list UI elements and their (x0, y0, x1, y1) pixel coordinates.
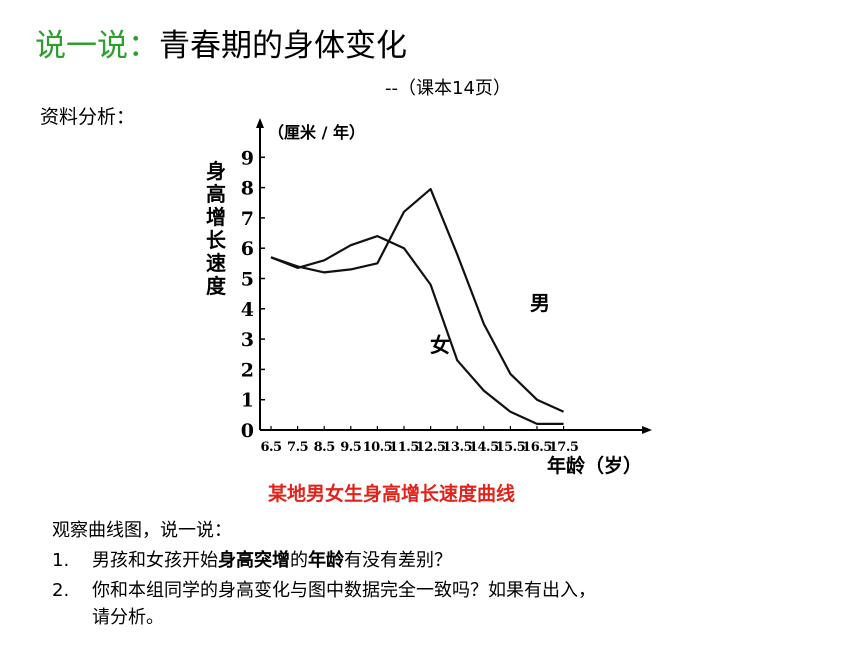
slide-title-main: 青春期的身体变化 (159, 28, 407, 64)
y-axis-label-char: 身 (206, 159, 226, 183)
growth-rate-chart: （厘米 / 年） 0 1 2 3 4 5 6 7 8 9 6.5 7.5 8.5 9.5 10.511.512… (241, 118, 652, 477)
y-tick-label: 7 (241, 208, 254, 230)
y-tick-label: 6 (241, 238, 254, 260)
question-2-line-2: 请分析。 (92, 607, 164, 628)
series-label-female: 女 (430, 333, 450, 357)
y-tick-label: 1 (241, 390, 254, 412)
y-tick-label: 5 (241, 269, 254, 291)
question-1-text-b: 的 (290, 550, 308, 571)
y-axis-label-char: 长 (206, 228, 226, 252)
y-tick-label: 8 (241, 178, 254, 200)
x-tick-label: 17.5 (549, 440, 579, 455)
y-axis-label-char: 高 (206, 182, 226, 206)
series-line-female (270, 235, 564, 425)
question-1-number: 1. (52, 550, 70, 571)
x-tick-label: 7.5 (287, 440, 309, 455)
y-axis-label-char: 度 (206, 274, 226, 298)
x-tick-label: 14.5 (469, 440, 499, 455)
y-tick-label: 0 (241, 420, 254, 442)
question-1-emphasis-growth: 身高突增 (218, 550, 290, 571)
slide-title: 说一说：青春期的身体变化 (35, 24, 407, 68)
series-line-male (270, 188, 565, 413)
question-1-text-a: 男孩和女孩开始 (92, 550, 218, 571)
y-axis-arrow (256, 118, 264, 128)
y-axis-unit: （厘米 / 年） (268, 123, 365, 142)
questions-intro: 观察曲线图，说一说： (52, 520, 232, 541)
x-tick-label: 16.5 (522, 440, 552, 455)
x-tick-label: 9.5 (340, 440, 362, 455)
question-2-number: 2. (52, 580, 70, 601)
y-tick-label: 4 (241, 299, 254, 321)
textbook-reference: --（课本14页） (385, 78, 511, 99)
x-tick-label: 11.5 (389, 440, 419, 455)
x-axis-label: 年龄（岁） (547, 454, 642, 477)
x-tick-label: 12.5 (416, 440, 446, 455)
y-tick-label: 3 (241, 329, 254, 351)
series-label-male: 男 (530, 291, 550, 315)
chart-caption: 某地男女生身高增长速度曲线 (268, 483, 516, 505)
x-tick-label: 6.5 (260, 440, 282, 455)
x-tick-label: 13.5 (442, 440, 472, 455)
y-tick-label: 2 (241, 359, 254, 381)
slide-title-lead: 说一说： (35, 28, 159, 64)
question-1-text-c: 有没有差别？ (344, 550, 452, 571)
y-axis-label-char: 增 (206, 205, 226, 229)
x-tick-label: 15.5 (496, 440, 526, 455)
question-2: 2. 你和本组同学的身高变化与图中数据完全一致吗？如果有出入， 请分析。 (52, 577, 596, 631)
x-tick-label: 10.5 (363, 440, 393, 455)
x-tick-label: 8.5 (314, 440, 336, 455)
analysis-label: 资料分析： (40, 106, 136, 128)
x-axis-arrow (642, 426, 652, 434)
question-2-line-1: 你和本组同学的身高变化与图中数据完全一致吗？如果有出入， (92, 580, 596, 601)
y-axis-label-char: 速 (206, 251, 226, 275)
question-1: 1. 男孩和女孩开始身高突增的年龄有没有差别？ (52, 547, 452, 574)
y-axis-label: 身高增长速度 (203, 160, 229, 298)
y-tick-label: 9 (241, 147, 254, 169)
question-1-emphasis-age: 年龄 (308, 550, 344, 571)
